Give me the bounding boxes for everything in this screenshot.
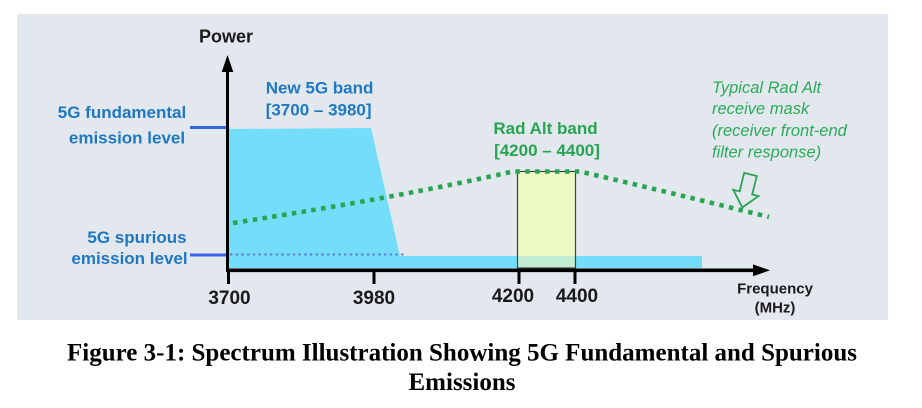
- svg-text:receive mask: receive mask: [712, 100, 810, 118]
- svg-text:5G spurious: 5G spurious: [87, 228, 186, 247]
- svg-text:5G fundamental: 5G fundamental: [58, 103, 186, 122]
- svg-text:(receiver front-end: (receiver front-end: [712, 122, 848, 140]
- svg-text:(MHz): (MHz): [755, 300, 796, 317]
- svg-text:emission level: emission level: [71, 249, 187, 268]
- svg-text:4200: 4200: [492, 286, 534, 307]
- svg-text:emission level: emission level: [69, 129, 185, 148]
- svg-text:Figure 3-1: Spectrum Illustrat: Figure 3-1: Spectrum Illustration Showin…: [67, 340, 857, 367]
- svg-text:[3700 – 3980]: [3700 – 3980]: [266, 101, 372, 120]
- svg-text:Power: Power: [199, 27, 253, 47]
- svg-text:[4200 – 4400]: [4200 – 4400]: [494, 141, 600, 160]
- svg-text:3980: 3980: [353, 288, 395, 309]
- svg-text:New 5G band: New 5G band: [266, 79, 374, 98]
- svg-text:Frequency: Frequency: [737, 281, 814, 298]
- svg-text:Rad Alt band: Rad Alt band: [493, 119, 597, 138]
- svg-text:3700: 3700: [208, 288, 250, 309]
- svg-text:4400: 4400: [556, 286, 598, 307]
- svg-text:Typical Rad Alt: Typical Rad Alt: [712, 79, 823, 97]
- svg-text:filter response): filter response): [712, 144, 821, 162]
- svg-text:Emissions: Emissions: [409, 369, 516, 396]
